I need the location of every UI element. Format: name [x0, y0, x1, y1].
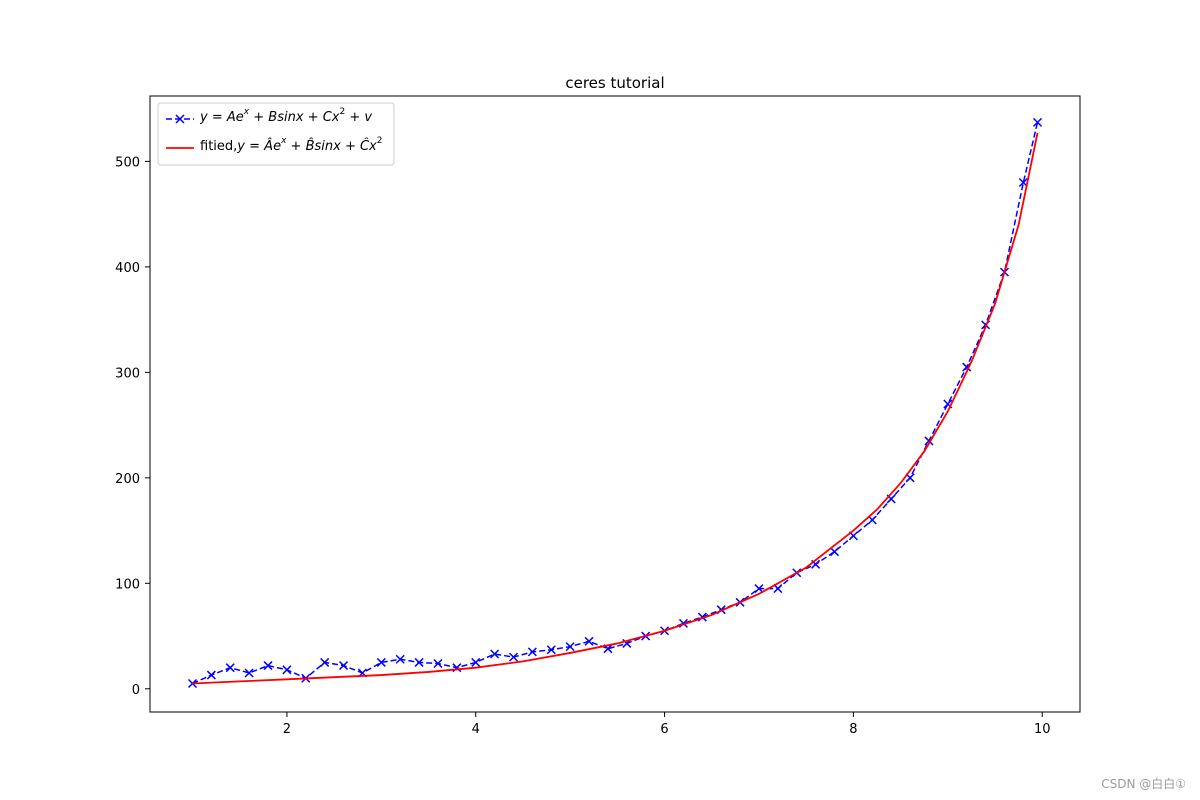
data-point-marker — [565, 642, 575, 652]
series-measured — [187, 117, 1043, 689]
plot-frame — [149, 95, 1081, 713]
data-point-marker — [546, 645, 556, 655]
chart-title: ceres tutorial — [565, 74, 664, 92]
x-tick-label: 2 — [283, 722, 291, 737]
y-tick-label: 300 — [115, 366, 140, 381]
data-point-marker — [433, 658, 443, 669]
legend-marker-measured — [175, 114, 185, 124]
x-tick-label: 8 — [849, 722, 857, 737]
y-tick-label: 0 — [132, 683, 140, 698]
data-point-marker — [1032, 117, 1043, 127]
data-point-marker — [339, 661, 349, 671]
legend-label: fitied,y = Âex + B̂sinx + Ĉx2 — [200, 136, 383, 155]
y-tick-label: 200 — [115, 472, 140, 487]
x-axis: 2 4 6 8 10 — [283, 712, 1051, 737]
data-point-marker — [471, 657, 481, 667]
legend-label-fitted: fitied,y = Âex + B̂sinx + Ĉx2 — [200, 136, 383, 155]
series-fitted-line — [192, 132, 1039, 685]
legend-label: y = Aex + Bsinx + Cx2 + v — [200, 107, 373, 126]
series-layer — [187, 117, 1043, 689]
data-point-marker — [508, 652, 519, 662]
y-tick-label: 500 — [115, 155, 140, 170]
x-tick-label: 10 — [1034, 722, 1051, 737]
legend: y = Aex + Bsinx + Cx2 + v fitied,y = Âex … — [157, 102, 395, 166]
data-point-marker — [584, 636, 594, 646]
data-point-marker — [414, 657, 424, 667]
data-point-marker — [527, 647, 537, 657]
legend-label-measured: y = Aex + Bsinx + Cx2 + v — [200, 107, 373, 126]
data-point-marker — [206, 670, 216, 680]
data-point-marker — [395, 654, 405, 664]
y-tick-label: 100 — [115, 577, 140, 592]
series-measured-line — [192, 122, 1039, 685]
data-point-marker — [773, 584, 783, 594]
data-point-marker — [225, 663, 235, 673]
data-point-marker — [320, 657, 330, 667]
data-point-marker — [490, 649, 500, 659]
data-point-marker — [282, 665, 292, 675]
y-tick-label: 400 — [115, 261, 140, 276]
data-point-marker — [263, 661, 273, 671]
legend-box — [157, 102, 395, 166]
plot-area — [149, 95, 1081, 713]
data-point-marker — [867, 515, 877, 525]
data-point-marker — [754, 584, 764, 594]
data-point-marker — [244, 668, 254, 678]
watermark: CSDN @白白① — [1101, 777, 1186, 791]
y-axis: 0 100 200 300 400 500 — [115, 155, 150, 698]
x-tick-label: 6 — [660, 722, 668, 737]
data-point-marker — [376, 657, 386, 667]
x-tick-label: 4 — [472, 722, 480, 737]
data-point-marker — [829, 547, 840, 557]
